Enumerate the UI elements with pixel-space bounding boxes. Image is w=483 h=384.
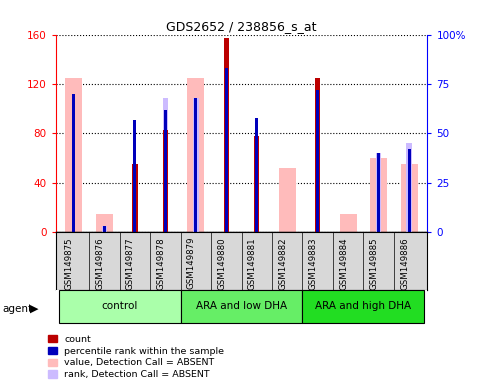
Text: agent: agent [2,304,32,314]
Bar [408,149,411,232]
Bar [225,68,228,232]
Bar [163,130,168,232]
Text: ARA and high DHA: ARA and high DHA [315,301,412,311]
Bar [254,136,259,232]
Text: GSM149880: GSM149880 [217,237,226,290]
Text: GSM149875: GSM149875 [65,237,74,290]
Text: GSM149882: GSM149882 [278,237,287,290]
Bar [132,164,138,232]
Bar [101,227,107,232]
Legend: count, percentile rank within the sample, value, Detection Call = ABSENT, rank, : count, percentile rank within the sample… [48,335,224,379]
Bar [302,290,425,323]
Text: ARA and low DHA: ARA and low DHA [196,301,287,311]
Text: GSM149884: GSM149884 [339,237,348,290]
Bar [370,158,387,232]
Bar [164,110,167,232]
Bar [66,78,82,232]
Bar [316,90,319,232]
Bar [224,38,229,232]
Bar [103,227,106,232]
Text: GSM149881: GSM149881 [248,237,257,290]
Bar [187,78,204,232]
Bar [193,98,199,232]
Text: ▶: ▶ [30,304,39,314]
Bar [58,290,181,323]
Bar [406,143,412,232]
Text: GSM149883: GSM149883 [309,237,318,290]
Text: GSM149877: GSM149877 [126,237,135,290]
Bar [255,118,258,232]
Text: GSM149885: GSM149885 [369,237,379,290]
Bar [133,119,136,232]
Bar [376,153,382,232]
Text: GSM149879: GSM149879 [187,237,196,290]
Text: GSM149876: GSM149876 [95,237,104,290]
Text: GSM149886: GSM149886 [400,237,409,290]
Text: control: control [101,301,138,311]
Bar [181,290,302,323]
Bar [279,168,296,232]
Title: GDS2652 / 238856_s_at: GDS2652 / 238856_s_at [166,20,317,33]
Bar [163,98,168,232]
Bar [315,78,320,232]
Bar [194,98,197,232]
Bar [401,164,417,232]
Text: GSM149878: GSM149878 [156,237,165,290]
Bar [377,153,380,232]
Bar [72,94,75,232]
Bar [96,214,113,232]
Bar [340,214,356,232]
